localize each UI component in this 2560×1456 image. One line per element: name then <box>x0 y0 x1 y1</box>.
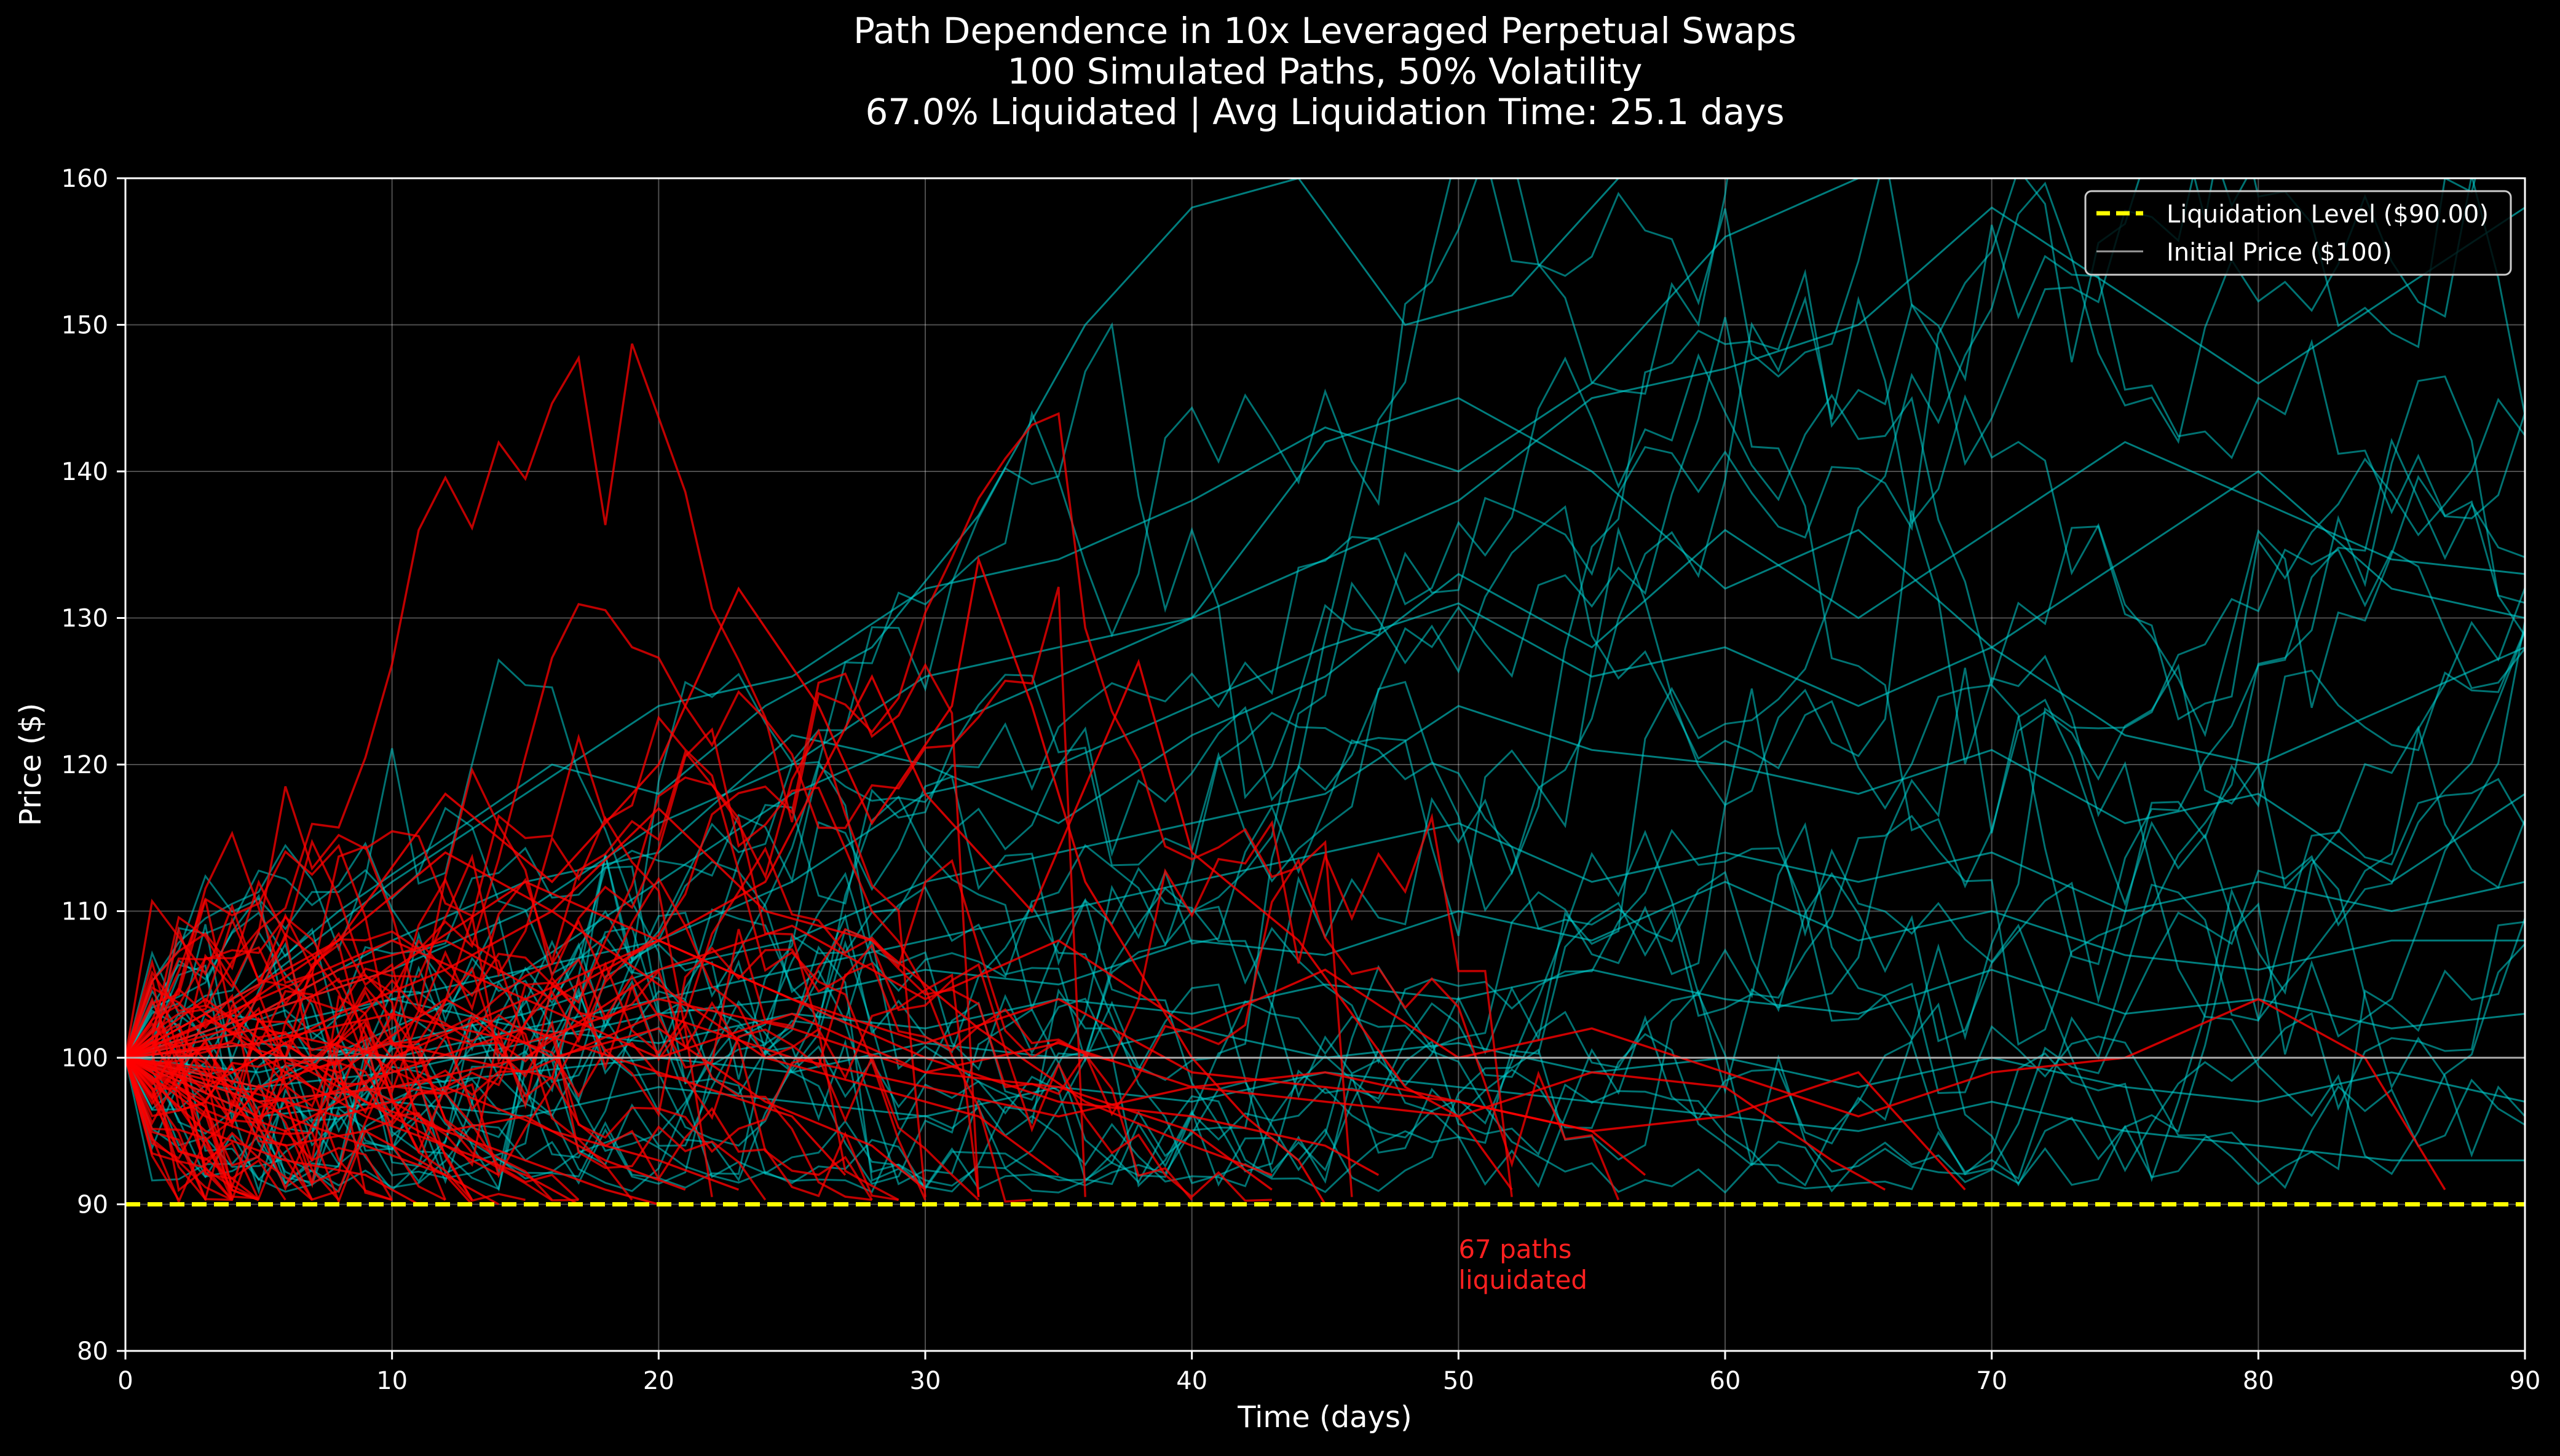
liquidated-path <box>125 1013 553 1201</box>
liquidated-path <box>125 816 713 1197</box>
x-tick-label: 60 <box>1710 1367 1741 1395</box>
x-tick-label: 10 <box>376 1367 408 1395</box>
legend-liquidation-label: Liquidation Level ($90.00) <box>2167 200 2489 229</box>
liquidated-path <box>125 1057 659 1206</box>
liquidated-path <box>125 1040 259 1201</box>
surviving-path <box>125 353 2525 1062</box>
chart-title-line-3: 67.0% Liquidated | Avg Liquidation Time:… <box>865 91 1784 133</box>
legend: Liquidation Level ($90.00) Initial Price… <box>2084 190 2512 276</box>
surviving-path <box>125 178 1729 1185</box>
y-tick-label: 120 <box>61 751 108 779</box>
surviving-path <box>125 178 1725 1059</box>
liquidated-path <box>125 899 446 1201</box>
x-tick-label: 40 <box>1176 1367 1207 1395</box>
chart-title-line-2: 100 Simulated Paths, 50% Volatility <box>1008 50 1643 92</box>
y-tick-label: 150 <box>61 312 108 340</box>
y-tick-label: 130 <box>61 605 108 633</box>
liquidated-path <box>125 663 980 1197</box>
surviving-path <box>125 296 2525 1195</box>
reference-lines-layer <box>125 1057 2525 1206</box>
surviving-path <box>125 526 2525 1173</box>
surviving-path <box>125 438 2525 1182</box>
surviving-path <box>125 178 1859 1059</box>
liquidated-path <box>125 1057 473 1205</box>
legend-initial-label: Initial Price ($100) <box>2167 238 2392 267</box>
liquidated-path <box>125 586 1086 1197</box>
surviving-path <box>125 317 2525 1192</box>
surviving-path <box>125 206 2525 1059</box>
surviving-path <box>125 178 2525 1190</box>
liquidated-path <box>125 913 979 1201</box>
x-tick-label: 90 <box>2510 1367 2541 1395</box>
liquidated-path <box>125 1057 419 1206</box>
liquidated-path <box>125 1057 233 1201</box>
y-axis-label: Price ($) <box>14 703 48 826</box>
liquidated-annotation-line-1: 67 paths <box>1458 1234 1571 1264</box>
liquidated-path <box>125 658 1513 1190</box>
y-tick-label: 110 <box>61 898 108 926</box>
x-tick-label: 30 <box>910 1367 941 1395</box>
liquidated-path <box>125 1027 847 1176</box>
liquidated-path <box>125 943 872 1202</box>
liquidated-annotation-line-2: liquidated <box>1458 1265 1587 1295</box>
liquidated-path <box>125 343 1353 1197</box>
y-tick-label: 80 <box>77 1337 108 1366</box>
y-tick-label: 160 <box>61 165 108 193</box>
liquidated-path <box>125 1023 340 1201</box>
x-tick-label: 80 <box>2243 1367 2274 1395</box>
y-tick-label: 90 <box>77 1191 108 1219</box>
liquidated-path <box>125 813 1513 1197</box>
x-tick-label: 50 <box>1443 1367 1474 1395</box>
liquidated-path <box>125 998 686 1191</box>
liquidated-path <box>125 1042 499 1176</box>
liquidated-path <box>125 1012 1886 1191</box>
y-tick-label: 140 <box>61 458 108 486</box>
liquidated-path <box>125 807 1273 1176</box>
chart-title-line-1: Path Dependence in 10x Leveraged Perpetu… <box>853 10 1796 52</box>
x-tick-label: 70 <box>1976 1367 2007 1395</box>
surviving-path <box>125 725 2525 1194</box>
liquidated-path <box>125 998 1966 1190</box>
liquidated-path <box>125 1057 499 1206</box>
legend-box <box>2084 190 2512 276</box>
liquidated-path <box>125 958 233 1201</box>
x-tick-label: 20 <box>643 1367 674 1395</box>
axes-layer: 0 10 20 30 40 50 60 70 80 90 80 90 100 110 120 130 140 15… <box>61 165 2541 1395</box>
surviving-path <box>125 510 2525 1190</box>
paths-layer <box>125 178 2525 1206</box>
liquidated-path <box>125 1057 313 1201</box>
y-tick-label: 100 <box>61 1044 108 1072</box>
x-tick-label: 0 <box>117 1367 133 1395</box>
surviving-path <box>125 704 2525 1074</box>
surviving-path <box>125 602 2525 1088</box>
x-axis-label: Time (days) <box>1237 1400 1412 1434</box>
liquidated-path <box>125 1057 259 1201</box>
paths-group <box>125 178 2525 1206</box>
liquidated-path <box>125 879 579 1202</box>
liquidated-path <box>125 846 1620 1205</box>
